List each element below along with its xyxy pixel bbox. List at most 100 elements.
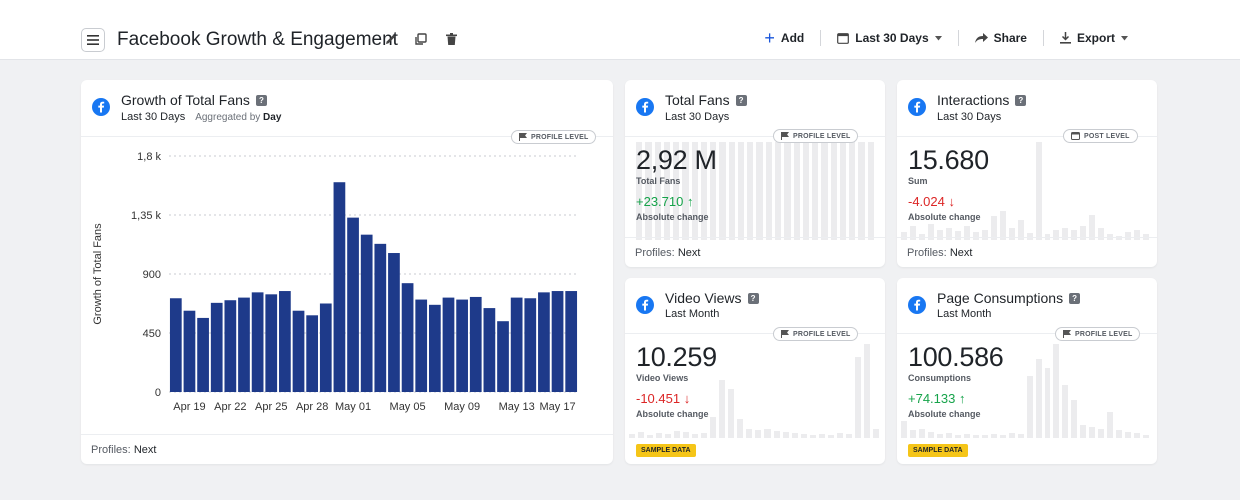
x-tick-label: Apr 22 xyxy=(214,401,246,413)
flag-icon xyxy=(519,133,527,141)
help-icon[interactable]: ? xyxy=(1015,95,1027,106)
x-tick-label: Apr 28 xyxy=(296,401,328,413)
interactions-card: Interactions? Last 30 Days POST LEVEL 15… xyxy=(897,80,1157,267)
change-label: Absolute change xyxy=(636,212,709,222)
divider xyxy=(897,333,1157,334)
bar xyxy=(456,299,468,392)
card-footer: Profiles: Next xyxy=(625,237,885,267)
top-bar: Facebook Growth & Engagement + Add Last … xyxy=(0,0,1240,60)
background-sparkline xyxy=(901,344,1150,438)
bar xyxy=(319,303,332,392)
bar xyxy=(483,308,496,392)
growth-card: Growth of Total Fans? Last 30 Days Aggreg… xyxy=(81,80,613,464)
change-label: Absolute change xyxy=(636,409,709,419)
delete-button[interactable] xyxy=(443,31,459,47)
metric-label: Total Fans xyxy=(636,176,681,186)
divider xyxy=(81,136,613,137)
card-footer: Profiles: Next xyxy=(897,237,1157,267)
bar xyxy=(428,304,441,392)
change-value: +74.133 ↑ xyxy=(908,391,966,406)
calendar-icon xyxy=(837,33,850,44)
video-views-card: Video Views? Last Month PROFILE LEVEL 10… xyxy=(625,278,885,464)
bar xyxy=(347,217,359,392)
hamburger-icon xyxy=(87,35,99,45)
duplicate-icon xyxy=(415,33,427,45)
card-title: Total Fans? xyxy=(665,92,747,108)
card-subtitle: Last 30 Days xyxy=(665,111,730,123)
x-tick-label: May 13 xyxy=(499,401,535,413)
divider xyxy=(625,333,885,334)
change-value: -10.451 ↓ xyxy=(636,391,691,406)
help-icon[interactable]: ? xyxy=(1069,293,1081,304)
help-icon[interactable]: ? xyxy=(255,95,267,106)
change-label: Absolute change xyxy=(908,409,981,419)
level-badge: PROFILE LEVEL xyxy=(511,130,597,144)
y-tick-label: 900 xyxy=(143,269,161,281)
level-badge: POST LEVEL xyxy=(1063,129,1138,143)
bar xyxy=(524,298,537,392)
level-badge: PROFILE LEVEL xyxy=(1055,327,1141,341)
edit-button[interactable] xyxy=(383,31,399,47)
y-axis-label: Growth of Total Fans xyxy=(92,223,104,325)
bar xyxy=(565,291,578,392)
aggregation-text: Aggregated by Day xyxy=(195,112,282,123)
bar xyxy=(360,234,373,392)
background-sparkline xyxy=(636,142,874,240)
x-tick-label: May 01 xyxy=(335,401,371,413)
bar xyxy=(469,296,482,392)
level-badge: PROFILE LEVEL xyxy=(773,327,859,341)
profiles-link[interactable]: Next xyxy=(949,247,973,259)
bar xyxy=(251,292,264,392)
bar xyxy=(238,297,250,392)
card-title: Interactions? xyxy=(937,92,1027,108)
card-title: Growth of Total Fans? xyxy=(121,92,267,108)
metric-label: Video Views xyxy=(636,373,689,383)
divider xyxy=(1042,30,1044,46)
bar xyxy=(415,299,428,392)
help-icon[interactable]: ? xyxy=(747,293,759,304)
y-tick-label: 1,35 k xyxy=(131,210,161,222)
divider xyxy=(897,136,1157,137)
growth-bar-chart: 0 450 900 1,35 k 1,8 k Apr 19 Apr 22 Apr 25 Apr … xyxy=(92,151,578,413)
bar xyxy=(510,297,523,392)
bar xyxy=(210,302,223,392)
background-sparkline xyxy=(629,344,879,438)
bar xyxy=(169,298,182,392)
y-tick-label: 450 xyxy=(143,328,161,340)
duplicate-button[interactable] xyxy=(413,31,429,47)
caret-down-icon xyxy=(1121,35,1128,40)
add-button[interactable]: + Add xyxy=(748,29,820,47)
bar xyxy=(306,315,319,392)
total-fans-card: Total Fans? Last 30 Days PROFILE LEVEL 2… xyxy=(625,80,885,267)
bar xyxy=(551,291,564,392)
post-icon xyxy=(1071,132,1080,140)
profiles-link[interactable]: Next xyxy=(677,247,701,259)
facebook-icon xyxy=(636,296,654,314)
share-button[interactable]: Share xyxy=(959,31,1043,45)
y-tick-label: 1,8 k xyxy=(137,151,161,163)
sample-data-badge: SAMPLE DATA xyxy=(908,444,968,457)
bar xyxy=(265,294,278,392)
menu-button[interactable] xyxy=(81,28,105,52)
bar xyxy=(279,291,291,392)
card-subtitle: Last 30 Days xyxy=(937,111,1002,123)
flag-icon xyxy=(781,132,789,140)
divider xyxy=(957,30,959,46)
help-icon[interactable]: ? xyxy=(735,95,747,106)
download-icon xyxy=(1059,32,1071,44)
flag-icon xyxy=(1063,330,1071,338)
bar xyxy=(401,283,414,392)
change-label: Absolute change xyxy=(908,212,981,222)
change-value: -4.024 ↓ xyxy=(908,194,955,209)
x-tick-label: May 09 xyxy=(444,401,480,413)
page-title: Facebook Growth & Engagement xyxy=(117,29,398,50)
facebook-icon xyxy=(636,98,654,116)
export-dropdown[interactable]: Export xyxy=(1044,31,1144,45)
x-tick-label: May 17 xyxy=(540,401,576,413)
share-label: Share xyxy=(993,31,1027,45)
y-tick-label: 0 xyxy=(155,387,161,399)
profiles-link[interactable]: Next xyxy=(133,444,157,456)
date-range-dropdown[interactable]: Last 30 Days xyxy=(821,31,957,45)
metric-label: Sum xyxy=(908,176,928,186)
card-subtitle: Last Month xyxy=(665,308,720,320)
